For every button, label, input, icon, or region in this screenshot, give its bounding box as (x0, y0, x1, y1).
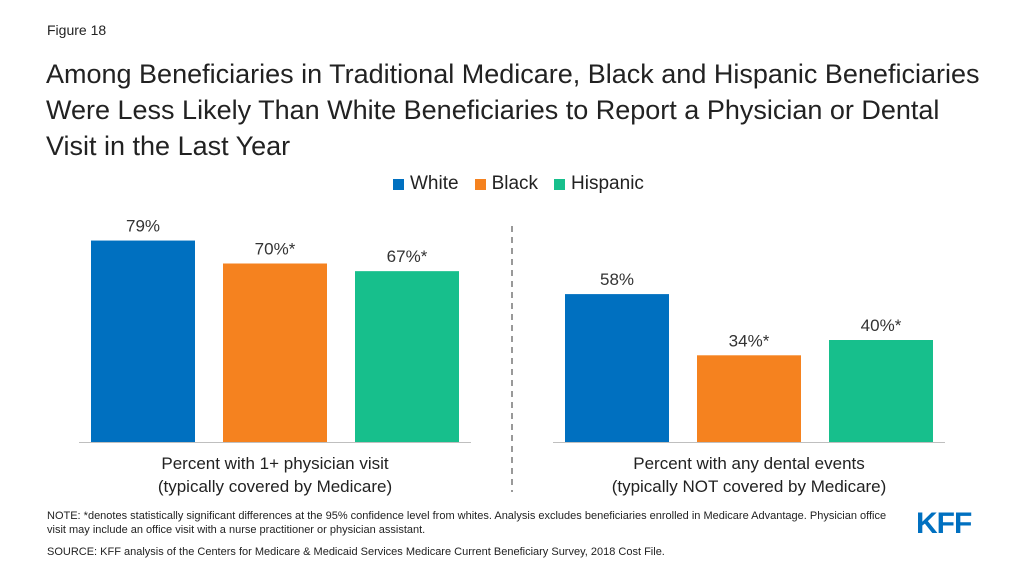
figure-label: Figure 18 (47, 22, 107, 38)
bar-hispanic-group-2 (829, 340, 933, 442)
legend-item-black: Black (474, 173, 539, 195)
legend: White Black Hispanic (393, 172, 660, 196)
bar-black-group-1 (223, 263, 327, 442)
data-label-hispanic-group-1: 67%* (387, 247, 428, 266)
data-label-hispanic-group-2: 40%* (861, 316, 902, 335)
chart-note: NOTE: *denotes statistically significant… (47, 510, 887, 536)
bar-black-group-2 (697, 355, 801, 442)
legend-label-white: White (410, 173, 459, 194)
legend-swatch-white (393, 178, 404, 190)
legend-item-hispanic: Hispanic (554, 173, 644, 195)
kff-logo: KFF (916, 507, 972, 540)
legend-swatch-hispanic (554, 178, 566, 190)
data-label-white-group-1: 79% (126, 217, 160, 236)
bar-white-group-2 (565, 294, 669, 442)
category-label-line2-group-1: (typically covered by Medicare) (158, 477, 392, 496)
chart-source: SOURCE: KFF analysis of the Centers for … (47, 546, 665, 558)
legend-item-white: White (393, 173, 459, 195)
data-label-white-group-2: 58% (600, 270, 634, 289)
category-label-line1-group-2: Percent with any dental events (633, 454, 865, 473)
legend-swatch-black (474, 178, 486, 190)
bar-hispanic-group-1 (355, 271, 459, 442)
data-label-black-group-1: 70%* (255, 240, 296, 259)
legend-label-black: Black (491, 173, 539, 194)
data-label-black-group-2: 34%* (729, 331, 770, 350)
chart-title: Among Beneficiaries in Traditional Medic… (46, 59, 980, 161)
legend-label-hispanic: Hispanic (571, 173, 644, 194)
category-label-line2-group-2: (typically NOT covered by Medicare) (612, 477, 887, 496)
category-label-line1-group-1: Percent with 1+ physician visit (161, 454, 389, 473)
bar-white-group-1 (91, 240, 195, 442)
